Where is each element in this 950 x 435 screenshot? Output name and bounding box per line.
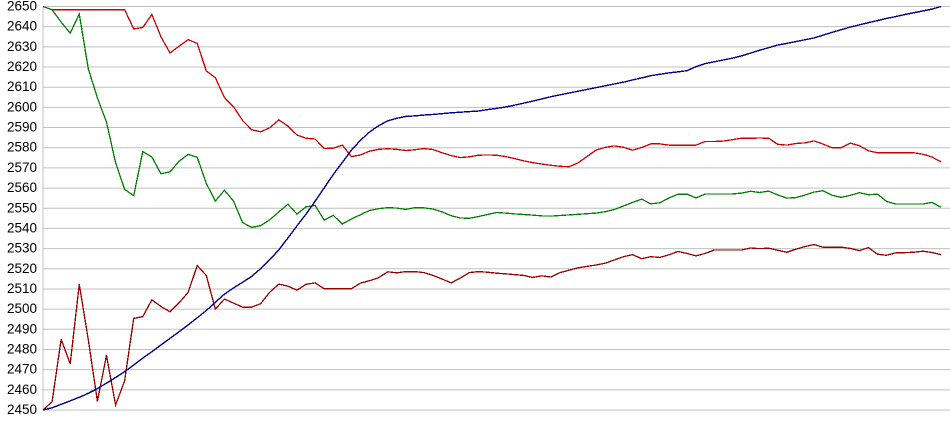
svg-text:2530: 2530 xyxy=(7,241,37,256)
svg-text:2520: 2520 xyxy=(7,261,37,276)
svg-text:2500: 2500 xyxy=(7,301,37,316)
svg-text:2570: 2570 xyxy=(7,160,37,175)
svg-text:2620: 2620 xyxy=(7,59,37,74)
svg-text:2490: 2490 xyxy=(7,321,37,336)
svg-text:2630: 2630 xyxy=(7,39,37,54)
svg-text:2640: 2640 xyxy=(7,19,37,34)
svg-text:2580: 2580 xyxy=(7,140,37,155)
svg-text:2550: 2550 xyxy=(7,200,37,215)
svg-text:2480: 2480 xyxy=(7,341,37,356)
svg-text:2540: 2540 xyxy=(7,220,37,235)
svg-text:2610: 2610 xyxy=(7,79,37,94)
svg-text:2600: 2600 xyxy=(7,99,37,114)
svg-text:2650: 2650 xyxy=(7,0,37,14)
svg-text:2450: 2450 xyxy=(7,402,37,417)
svg-text:2560: 2560 xyxy=(7,180,37,195)
svg-text:2510: 2510 xyxy=(7,281,37,296)
svg-text:2470: 2470 xyxy=(7,362,37,377)
svg-text:2460: 2460 xyxy=(7,382,37,397)
svg-text:2590: 2590 xyxy=(7,120,37,135)
